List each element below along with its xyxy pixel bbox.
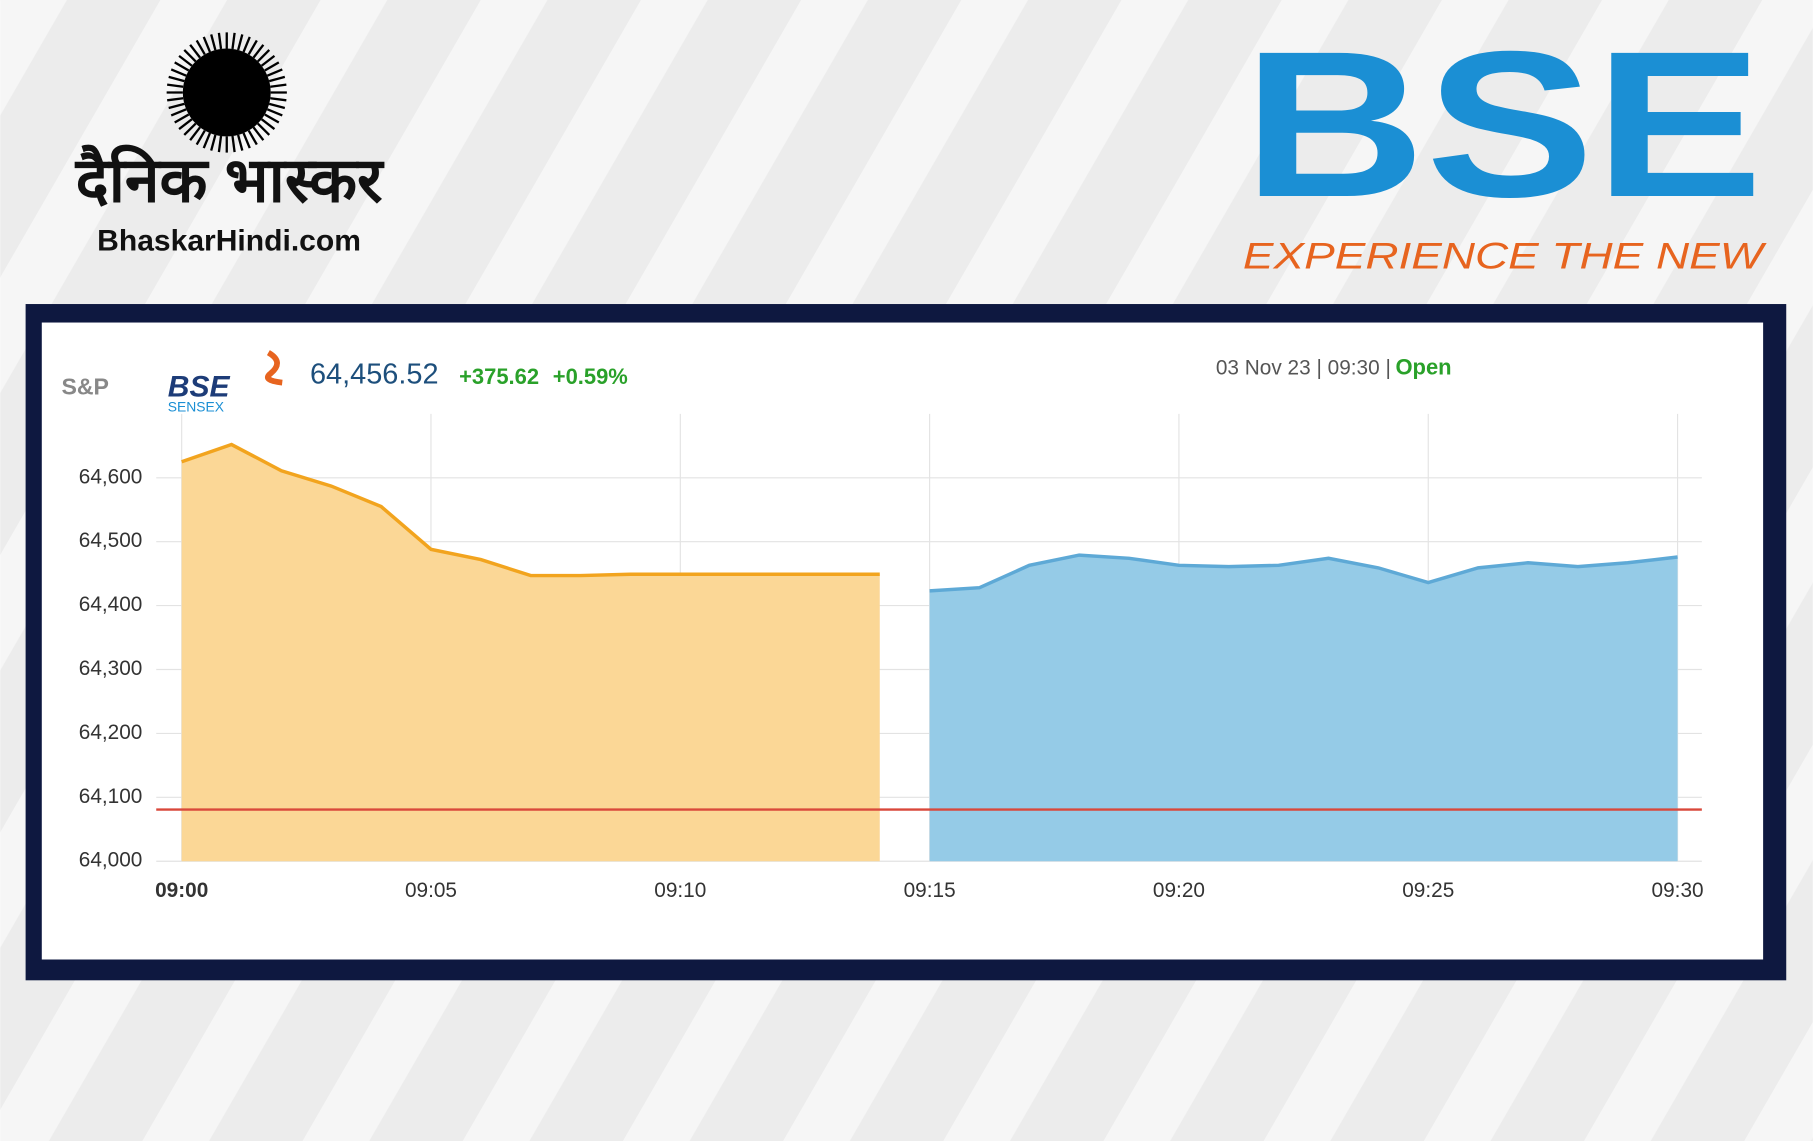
sun-ray <box>170 68 187 77</box>
sun-ray <box>231 135 236 153</box>
area-line <box>181 442 880 578</box>
sun-ray <box>174 61 190 72</box>
y-tick-label: 64,400 <box>79 593 143 616</box>
sun-ray <box>268 102 286 110</box>
sun-ray <box>242 36 251 53</box>
sun-ray <box>168 102 185 110</box>
sun-ray <box>202 132 212 149</box>
change-percent: +0.59% <box>553 364 628 389</box>
index-name: SENSEX <box>168 399 224 415</box>
area-fill <box>181 444 880 862</box>
x-tick-label: 09:20 <box>1153 879 1205 902</box>
sun-ray <box>270 83 287 88</box>
x-tick-label: 09:05 <box>405 879 457 902</box>
exchange-logo-text: BSE <box>1243 9 1763 241</box>
sun-ray <box>167 83 184 88</box>
area-fill <box>929 555 1678 862</box>
brand: BSE <box>168 370 231 403</box>
sun-ray <box>202 36 212 53</box>
x-tick-label: 09:00 <box>155 879 208 902</box>
sun-ray <box>195 129 206 146</box>
timestamp: 03 Nov 23 | 09:30 | <box>1216 356 1391 379</box>
sun-ray <box>217 32 223 50</box>
sun-ray <box>189 44 201 59</box>
publisher-name: दैनिक भास्कर <box>75 144 385 215</box>
sun-ray <box>257 49 271 63</box>
sun-ray <box>268 75 286 83</box>
sun-ray <box>217 135 223 153</box>
x-tick-label: 09:10 <box>654 879 706 902</box>
provider: S&P <box>61 374 109 400</box>
sun-ray <box>178 54 193 67</box>
sun-ray <box>260 54 276 67</box>
price: 64,456.52 <box>310 358 439 390</box>
sun-ray <box>167 97 184 102</box>
area-line <box>929 553 1678 593</box>
sun-ray <box>183 122 197 136</box>
sun-ray <box>168 75 185 83</box>
sun-icon <box>166 32 287 153</box>
sun-ray <box>260 118 276 130</box>
exchange-logo: BSE EXPERIENCE THE NEW <box>1243 9 1767 277</box>
sun-ray <box>195 39 206 56</box>
sun-ray <box>237 34 244 51</box>
publisher-logo: दैनिक भास्कर BhaskarHindi.com <box>75 32 385 258</box>
y-tick-label: 64,300 <box>79 657 143 680</box>
sun-ray <box>231 32 236 50</box>
plot: 64,000 64,100 64,200 64,300 64,400 64,500 64,6… <box>79 413 1704 902</box>
y-tick-label: 64,000 <box>79 849 143 872</box>
y-tick-label: 64,100 <box>79 785 143 808</box>
x-tick-label: 09:25 <box>1402 879 1454 902</box>
sun-disc <box>182 48 271 137</box>
sun-ray <box>170 108 187 117</box>
sun-ray <box>242 132 251 149</box>
sun-ray <box>174 113 190 124</box>
sun-ray <box>270 97 287 102</box>
sun-ray <box>266 108 283 117</box>
sun-ray <box>257 122 271 136</box>
sun-ray <box>178 118 193 130</box>
sun-ray <box>252 44 265 59</box>
sun-ray <box>210 34 217 51</box>
sun-ray <box>210 134 217 151</box>
sun-ray <box>264 61 280 72</box>
sun-ray <box>247 39 258 56</box>
publisher-site: BhaskarHindi.com <box>97 225 361 258</box>
change: +375.62 <box>459 364 539 389</box>
market-status: Open <box>1396 355 1452 380</box>
sun-ray <box>264 113 280 124</box>
sun-ray <box>189 126 201 141</box>
sun-ray <box>247 129 258 146</box>
x-tick-label: 09:30 <box>1652 879 1704 902</box>
y-tick-label: 64,600 <box>79 465 143 488</box>
sun-ray <box>266 68 283 77</box>
sun-ray <box>252 126 265 141</box>
x-tick-label: 09:15 <box>904 879 956 902</box>
brand-flame <box>265 350 283 386</box>
quote-header: S&P BSE SENSEX 64,456.52 +375.62 +0.59% … <box>61 350 1452 415</box>
sun-ray <box>237 134 244 151</box>
exchange-tagline: EXPERIENCE THE NEW <box>1243 236 1767 277</box>
y-tick-label: 64,200 <box>79 721 143 744</box>
sun-ray <box>183 49 197 63</box>
y-tick-label: 64,500 <box>79 529 143 552</box>
